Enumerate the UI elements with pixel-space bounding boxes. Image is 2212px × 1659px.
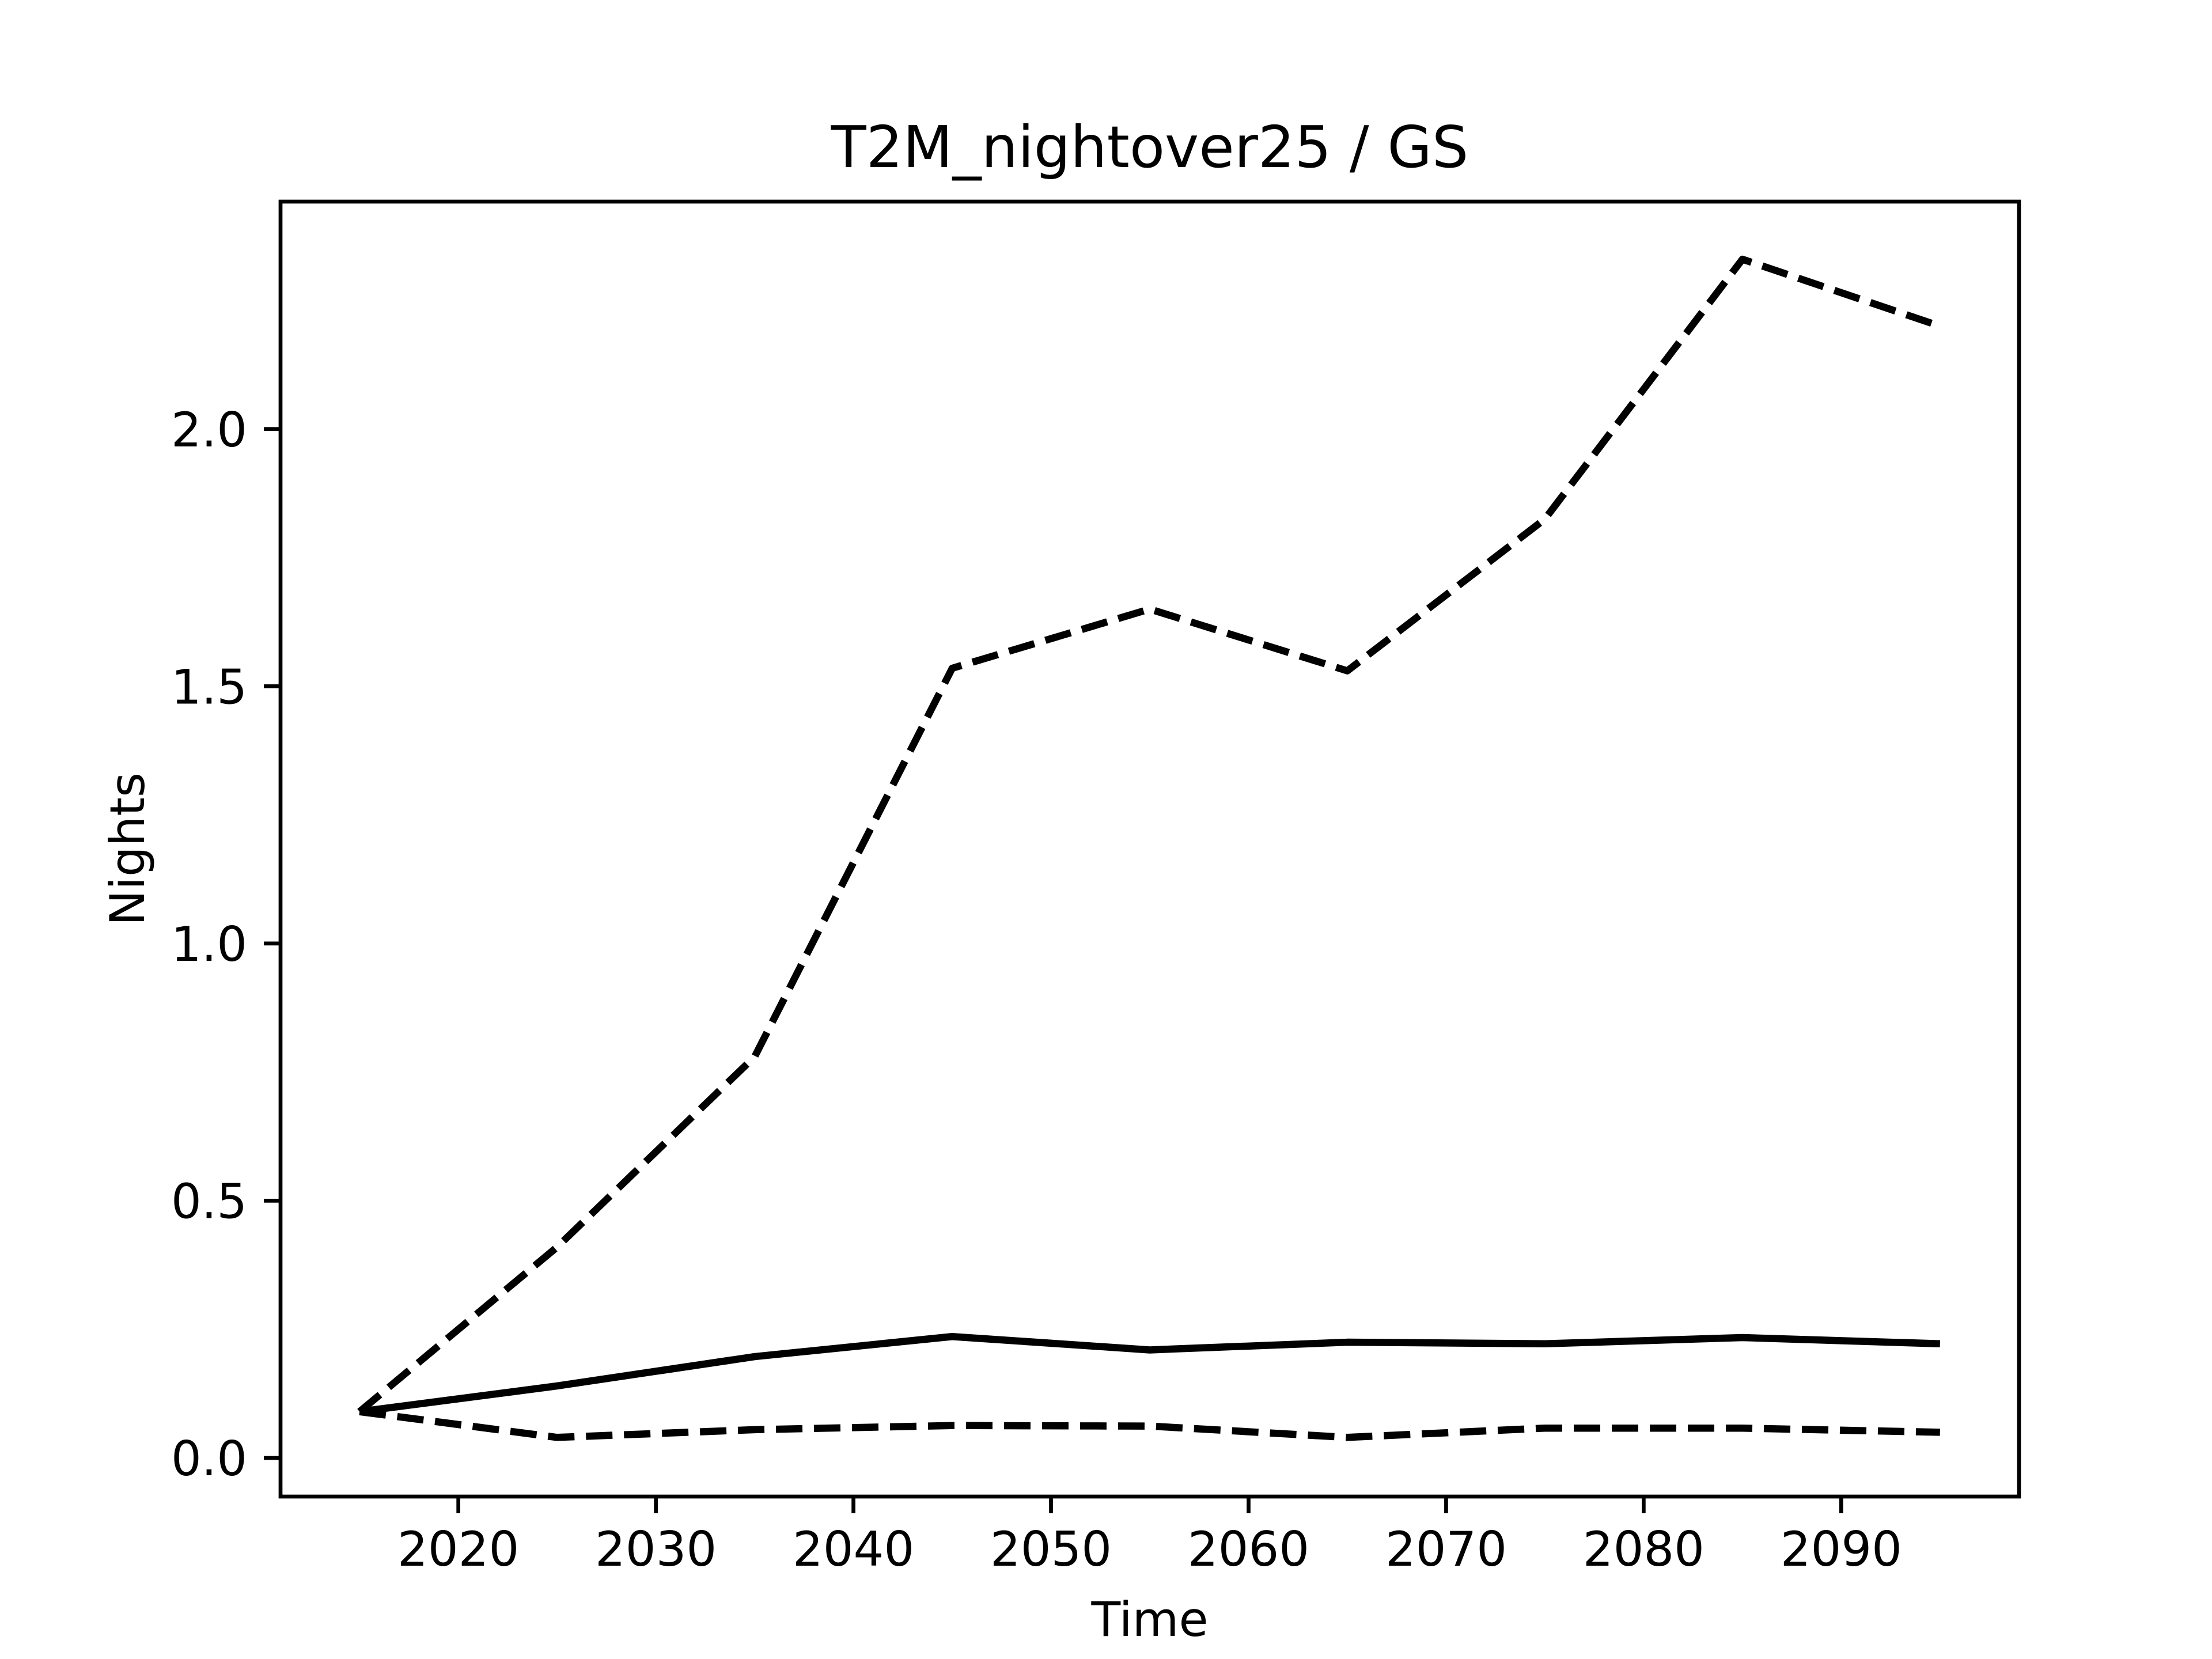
series-line <box>357 255 1941 1415</box>
x-tick-label: 2080 <box>1583 1521 1705 1577</box>
plot-frame <box>278 199 2021 1499</box>
y-tick-label: 1.0 <box>171 916 247 972</box>
x-tick-label: 2040 <box>793 1521 914 1577</box>
x-tick-label: 2070 <box>1385 1521 1507 1577</box>
x-tick-label: 2090 <box>1781 1521 1902 1577</box>
x-tick-label: 2060 <box>1188 1521 1309 1577</box>
chart-title: T2M_nightover25 / GS <box>831 113 1469 181</box>
x-tick-label: 2030 <box>595 1521 717 1577</box>
y-tick-label: 0.5 <box>171 1173 247 1229</box>
y-axis-label: Nights <box>100 772 156 926</box>
y-tick-label: 2.0 <box>171 402 247 458</box>
x-tick-label: 2020 <box>397 1521 519 1577</box>
x-axis-label: Time <box>1090 1592 1208 1647</box>
y-tick-label: 1.5 <box>171 659 247 715</box>
y-tick-label: 0.0 <box>171 1431 247 1487</box>
series-line <box>359 1332 1941 1415</box>
x-tick-label: 2050 <box>990 1521 1112 1577</box>
